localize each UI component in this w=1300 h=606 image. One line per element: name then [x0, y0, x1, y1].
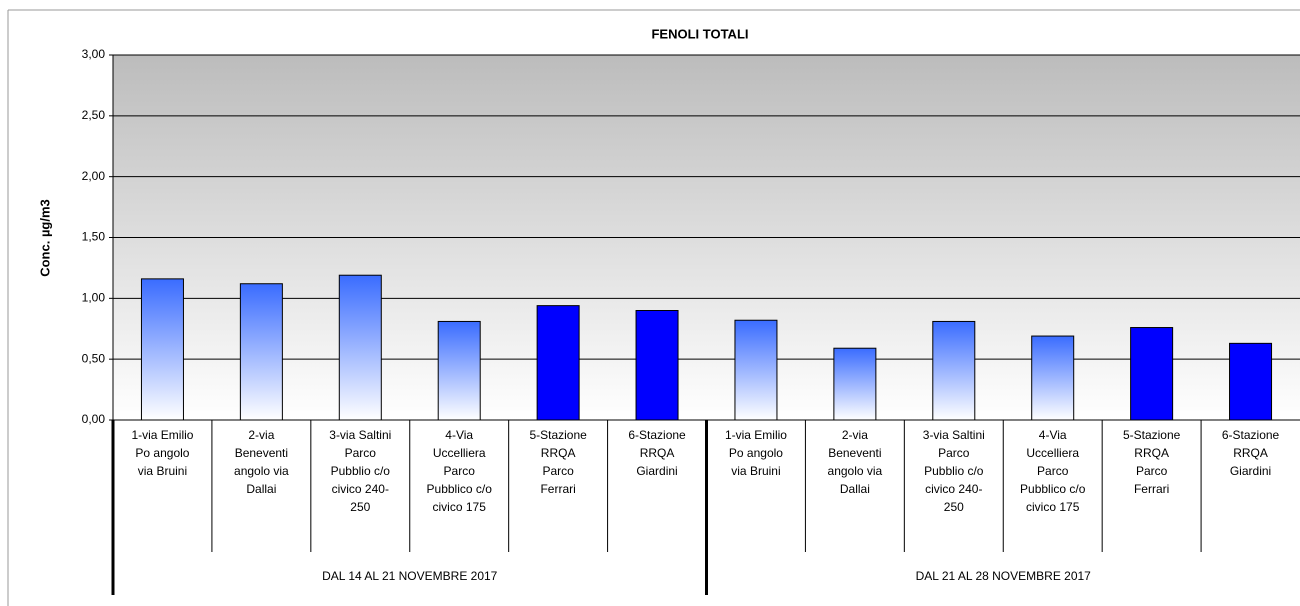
y-tick-label: 1,50 [82, 230, 106, 244]
bar [1130, 327, 1174, 421]
x-tick-label: 3-via Saltini Parco Pubblio c/o civico 2… [922, 428, 985, 514]
y-tick-label: 2,50 [82, 108, 106, 122]
y-tick-label: 2,00 [82, 169, 106, 183]
x-tick-label: 5-Stazione RRQA Parco Ferrari [1122, 428, 1181, 496]
y-tick-label: 0,00 [82, 412, 106, 426]
x-tick-label: 3-via Saltini Parco Pubblio c/o civico 2… [329, 428, 392, 514]
bar [1229, 342, 1273, 421]
bar [437, 320, 481, 421]
chart-title: FENOLI TOTALI [651, 26, 748, 41]
x-tick-label: 1-via Emilio Po angolo via Bruini [724, 428, 787, 478]
x-tick-label: 4-Via Uccelliera Parco Pubblico c/o civi… [426, 428, 492, 514]
bar [338, 274, 382, 421]
bar [140, 278, 184, 421]
x-tick-label: 2-via Beneventi angolo via Dallai [827, 428, 883, 496]
x-tick-label: 5-Stazione RRQA Parco Ferrari [529, 428, 587, 496]
bar [833, 347, 877, 421]
bar [734, 319, 778, 421]
group-label: DAL 14 AL 21 NOVEMBRE 2017 [322, 569, 498, 583]
x-tick-label: 1-via Emilio Po angolo via Bruini [131, 428, 194, 478]
bar [536, 305, 580, 421]
x-tick-label: 4-Via Uccelliera Parco Pubblico c/o civi… [1020, 428, 1086, 514]
y-tick-label: 0,50 [82, 351, 106, 365]
x-tick-label: 2-via Beneventi angolo via Dallai [234, 428, 289, 496]
y-axis-label: Conc. µg/m3 [37, 199, 52, 277]
x-tick-label: 6-Stazione RRQA Giardini [628, 428, 686, 478]
x-tick-label: 6-Stazione RRQA Giardini [1221, 428, 1280, 478]
bar [932, 320, 976, 421]
y-tick-label: 1,00 [82, 291, 106, 305]
bar [239, 283, 283, 421]
bar [1031, 335, 1075, 421]
y-tick-label: 3,00 [82, 47, 106, 61]
bar [635, 310, 679, 421]
group-label: DAL 21 AL 28 NOVEMBRE 2017 [916, 569, 1092, 583]
